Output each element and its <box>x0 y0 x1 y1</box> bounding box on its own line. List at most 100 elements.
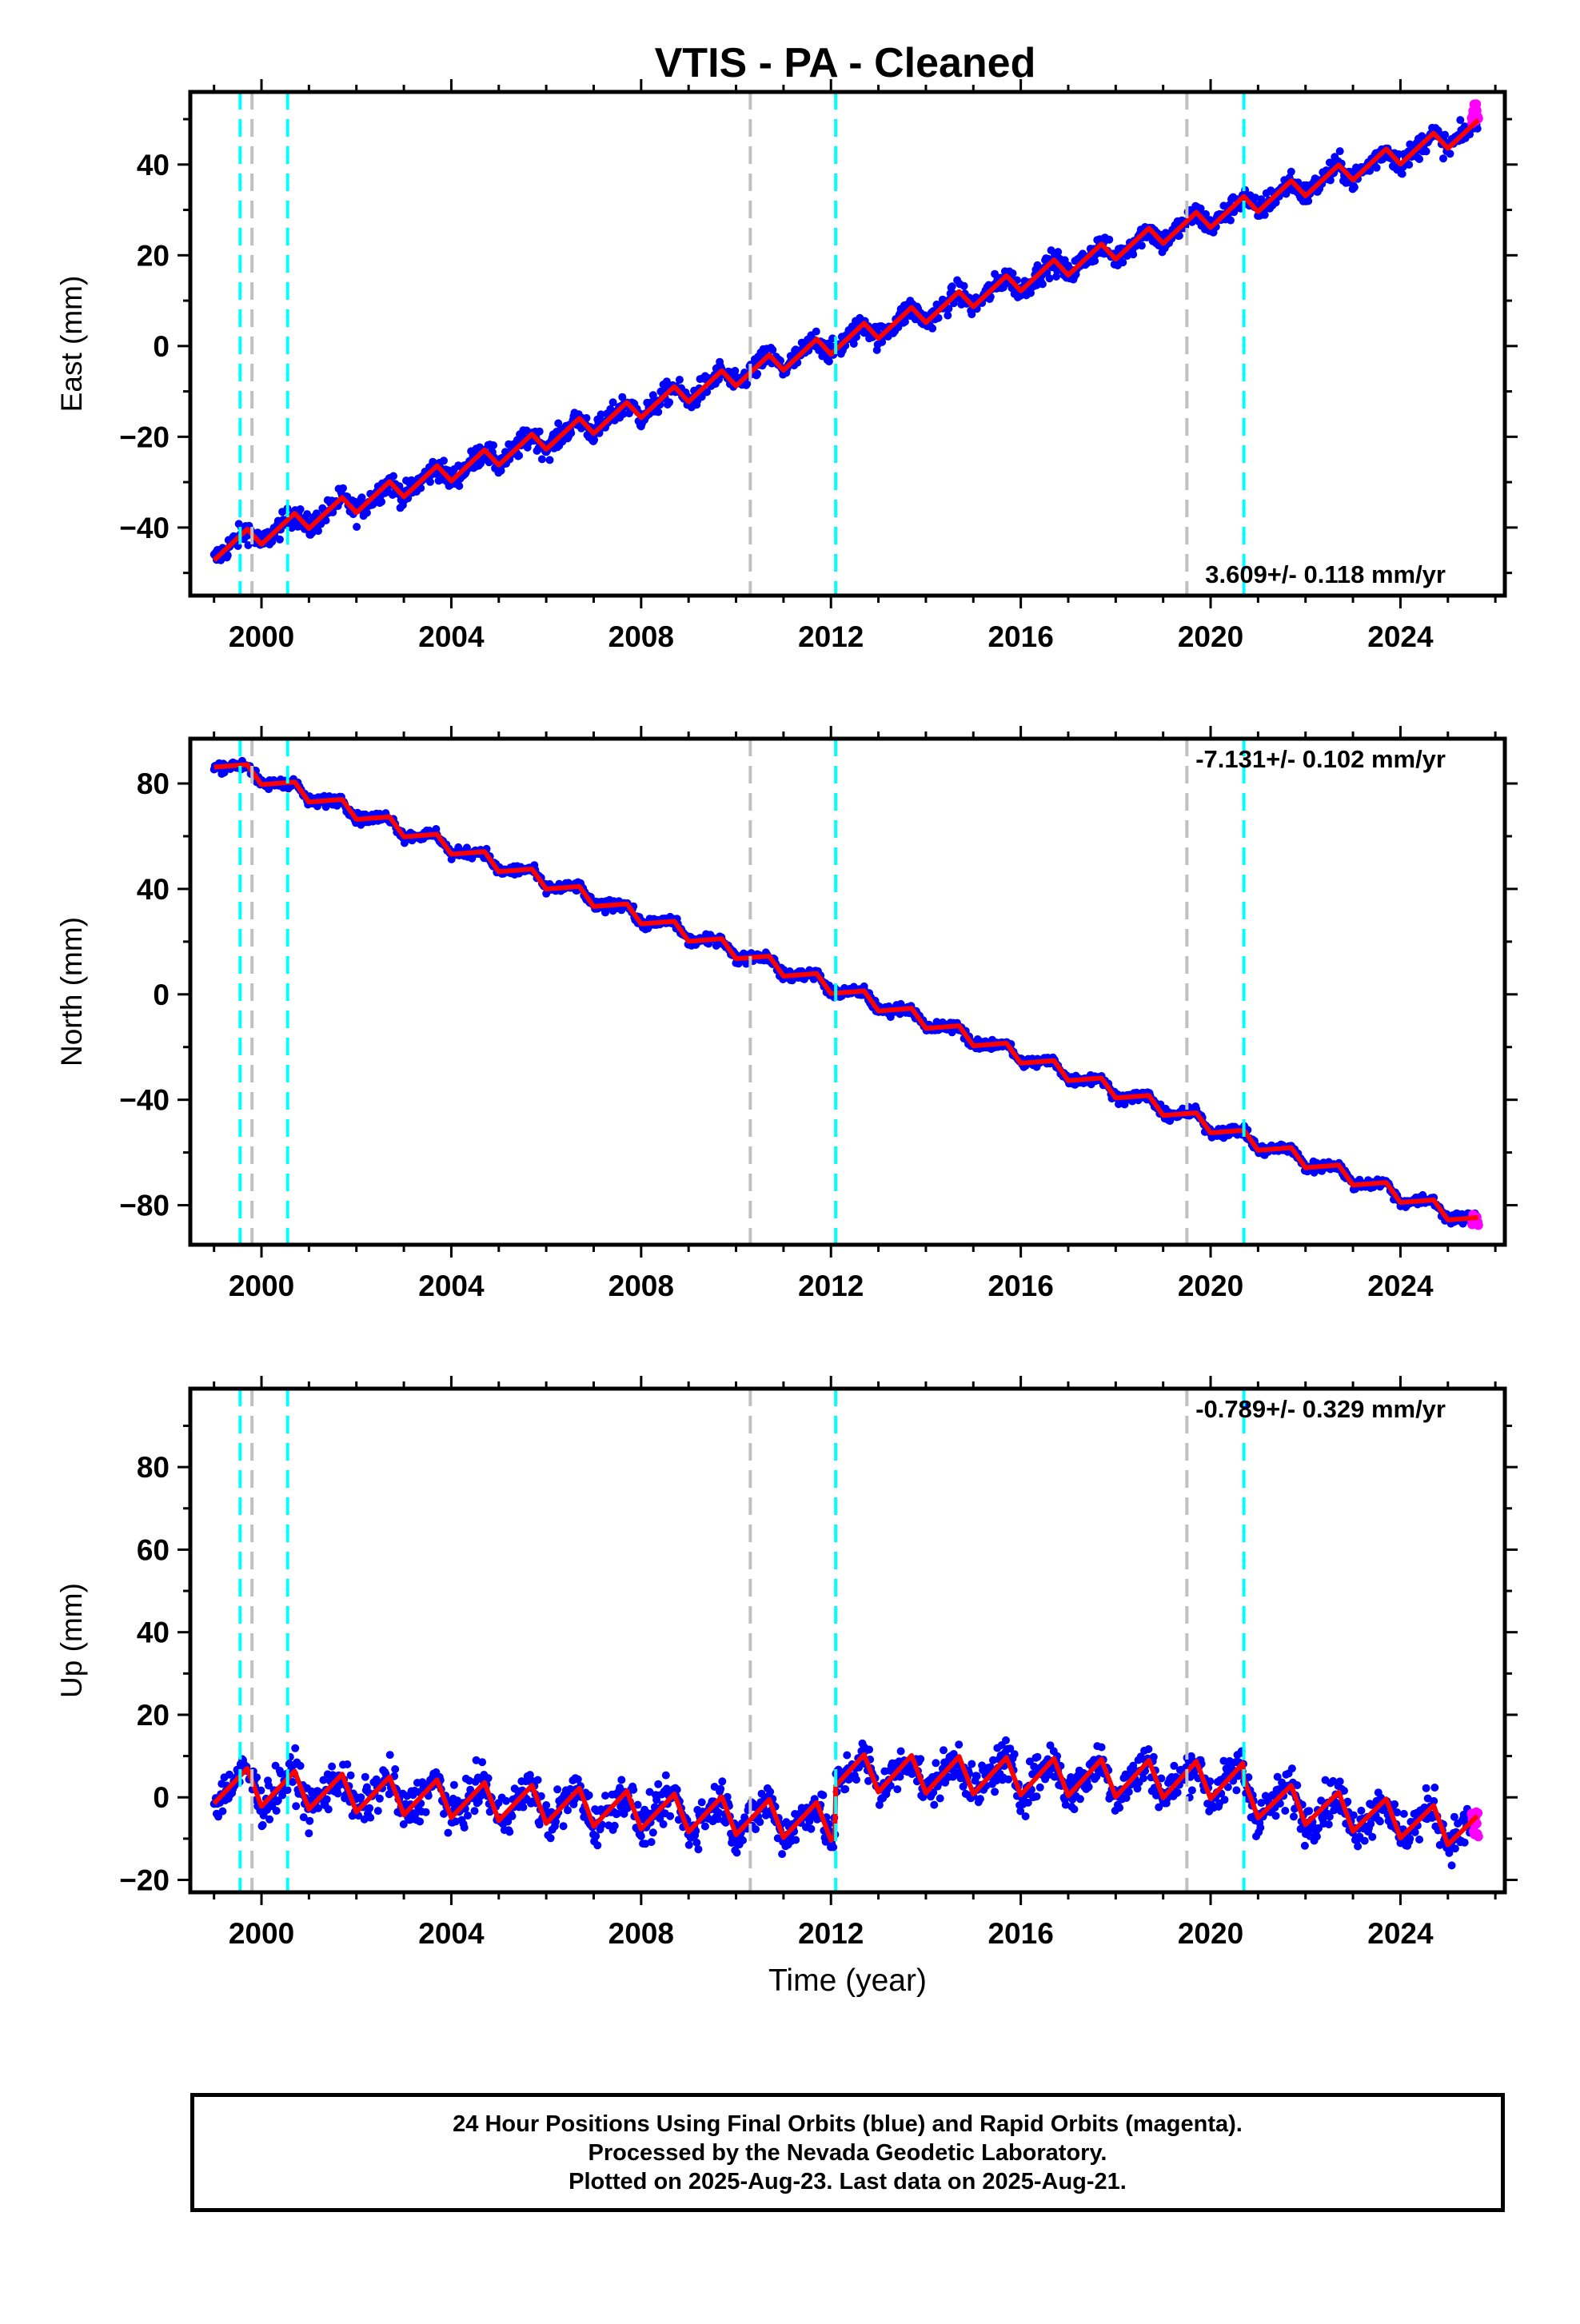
data-point <box>1075 1795 1084 1804</box>
data-point <box>582 414 591 422</box>
panel-east: 2000 2004 2008 2012 2016 2020 2024−40−2002040E… <box>55 79 1518 653</box>
data-point <box>1220 1796 1229 1804</box>
data-point <box>1282 189 1291 198</box>
data-point <box>478 1758 487 1767</box>
data-point <box>305 1829 313 1838</box>
data-point <box>1349 1811 1358 1820</box>
data-point <box>343 1760 352 1768</box>
data-point <box>519 1803 528 1812</box>
data-point <box>1002 1736 1010 1744</box>
y-tick-label: 20 <box>137 239 170 272</box>
data-point <box>546 1834 555 1843</box>
footer-line-2: Processed by the Nevada Geodetic Laborat… <box>588 2139 1107 2166</box>
data-point <box>849 340 858 348</box>
data-point <box>700 1822 709 1831</box>
y-tick-label: 40 <box>137 873 170 906</box>
data-point <box>1287 167 1295 176</box>
data-point <box>470 1807 479 1816</box>
data-point <box>1304 197 1313 205</box>
data-point <box>1033 261 1042 269</box>
data-point <box>1460 1838 1469 1847</box>
footer-box: 24 Hour Positions Using Final Orbits (bl… <box>190 2093 1505 2212</box>
data-point <box>991 1788 999 1796</box>
data-point <box>1312 1832 1321 1841</box>
data-point <box>553 1785 562 1794</box>
data-point <box>1422 147 1430 156</box>
data-point <box>515 451 524 460</box>
data-point <box>756 1818 764 1827</box>
data-point <box>893 1785 902 1794</box>
data-point <box>1335 147 1344 156</box>
data-point <box>223 551 232 560</box>
data-point <box>542 1801 551 1809</box>
x-tick-label: 2016 <box>988 1917 1053 1950</box>
data-point <box>1415 1836 1424 1844</box>
data-point <box>896 1747 905 1756</box>
x-tick-label: 2000 <box>229 620 294 653</box>
y-axis-label: Up (mm) <box>55 1583 88 1698</box>
rapid-orbit-point <box>1473 1832 1483 1842</box>
data-point <box>533 1776 542 1784</box>
data-point <box>1456 116 1465 125</box>
data-point <box>593 1841 602 1850</box>
data-point <box>353 523 361 531</box>
data-point <box>654 1780 663 1788</box>
data-point <box>778 1850 787 1859</box>
data-point <box>275 535 284 544</box>
data-point <box>739 1836 747 1844</box>
data-point <box>976 1795 984 1804</box>
x-tick-label: 2004 <box>418 1917 485 1950</box>
data-point <box>1446 149 1454 158</box>
x-tick-label: 2000 <box>229 1270 294 1302</box>
data-point <box>502 1796 510 1805</box>
x-tick-label: 2012 <box>798 1270 864 1302</box>
data-point <box>819 1791 828 1800</box>
data-point <box>654 408 663 417</box>
data-point <box>768 345 777 354</box>
data-point <box>389 472 397 480</box>
data-point <box>1091 257 1099 265</box>
data-point <box>421 1808 430 1816</box>
data-point <box>1124 1788 1133 1796</box>
data-point <box>1360 1836 1369 1845</box>
data-point <box>648 391 657 400</box>
data-point <box>1271 1812 1280 1820</box>
data-point <box>1406 1834 1414 1843</box>
y-tick-label: 60 <box>137 1533 170 1566</box>
data-point <box>1173 1788 1182 1797</box>
y-tick-label: 20 <box>137 1699 170 1732</box>
data-point <box>283 1786 292 1795</box>
data-point <box>1335 1777 1344 1786</box>
data-point <box>508 1812 517 1820</box>
panels: 2000 2004 2008 2012 2016 2020 2024−40−2002040E… <box>55 79 1518 1998</box>
data-point <box>1202 209 1210 218</box>
data-point <box>610 1821 619 1830</box>
data-point <box>792 1836 800 1844</box>
y-tick-label: 80 <box>137 1451 170 1484</box>
data-point <box>718 1777 727 1786</box>
data-point <box>308 528 317 537</box>
data-point <box>444 1828 453 1837</box>
data-point <box>590 436 599 444</box>
data-point <box>629 1785 638 1794</box>
data-point <box>1441 130 1450 139</box>
data-point <box>731 366 740 375</box>
y-axis-label: East (mm) <box>55 276 88 413</box>
data-point <box>357 1793 365 1802</box>
data-point <box>366 1813 375 1822</box>
data-point <box>665 398 674 407</box>
data-point <box>1271 198 1280 207</box>
data-point <box>1139 1774 1147 1783</box>
data-point <box>900 317 909 326</box>
data-point <box>497 466 505 475</box>
data-point <box>1305 1807 1314 1816</box>
data-point <box>940 1746 948 1755</box>
data-point <box>843 1751 852 1760</box>
data-point <box>1281 1807 1290 1815</box>
panel-up: 2000 2004 2008 2012 2016 2020 2024−20020406080… <box>55 1376 1518 1998</box>
footer-line-3: Plotted on 2025-Aug-23. Last data on 202… <box>569 2168 1127 2194</box>
data-point <box>692 1838 701 1847</box>
data-point <box>460 1824 469 1832</box>
data-point <box>766 1788 775 1796</box>
